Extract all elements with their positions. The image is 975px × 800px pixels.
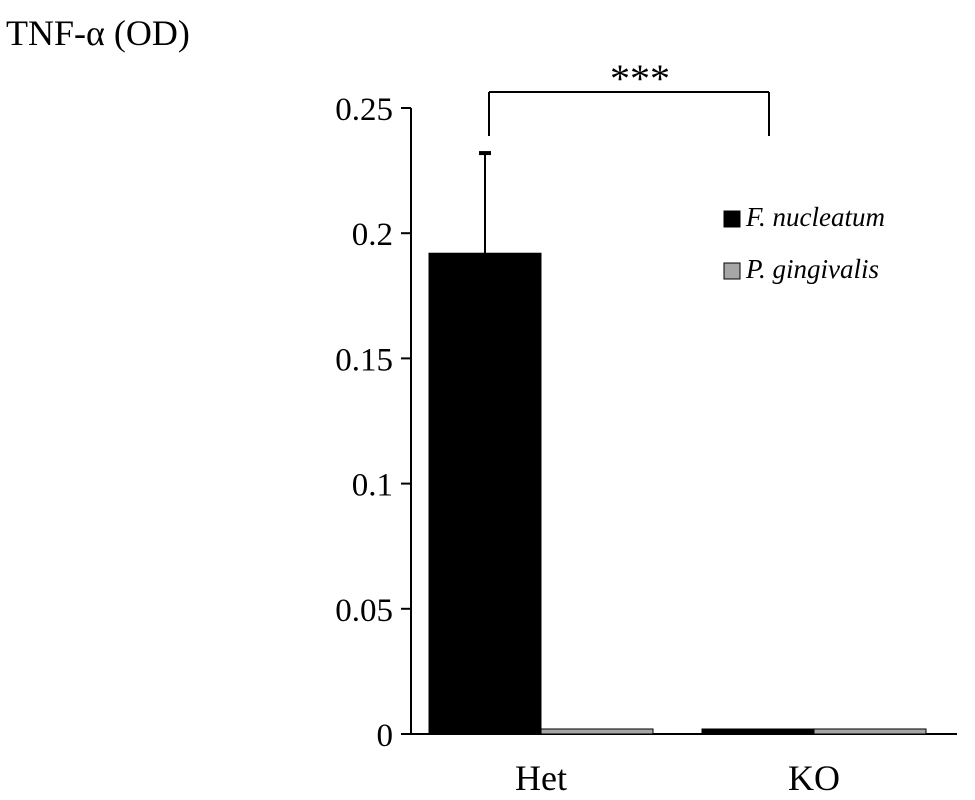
bar-het-f-nucleatum — [428, 252, 542, 735]
bar-het-p-gingivalis — [540, 728, 654, 735]
y-tick-label: 0 — [377, 718, 394, 754]
error-bars — [479, 151, 491, 254]
significance-label: *** — [610, 56, 670, 101]
legend-label: P. gingivalis — [745, 254, 879, 284]
x-tick-labels: Het KO — [515, 758, 840, 798]
y-axis-label: TNF-α (OD) — [6, 13, 190, 53]
y-tick-label: 0.05 — [335, 593, 393, 629]
bars — [428, 252, 927, 735]
legend-label: F. nucleatum — [745, 202, 885, 232]
significance-bracket: *** — [488, 56, 770, 136]
legend-swatch — [723, 262, 741, 280]
y-tick-label: 0.2 — [352, 217, 393, 253]
y-tick-label: 0.1 — [352, 468, 393, 504]
x-tick-label-het: Het — [515, 758, 567, 798]
x-tick-label-ko: KO — [788, 758, 840, 798]
legend-swatch — [723, 210, 741, 228]
legend: F. nucleatum P. gingivalis — [723, 202, 885, 284]
y-tick-label: 0.15 — [335, 342, 393, 378]
y-tick-label: 0.25 — [335, 92, 393, 128]
y-ticks: 0 0.05 0.1 0.15 0.2 0.25 — [335, 92, 411, 754]
bar-ko-p-gingivalis — [813, 728, 927, 735]
bar-ko-f-nucleatum — [701, 728, 815, 735]
